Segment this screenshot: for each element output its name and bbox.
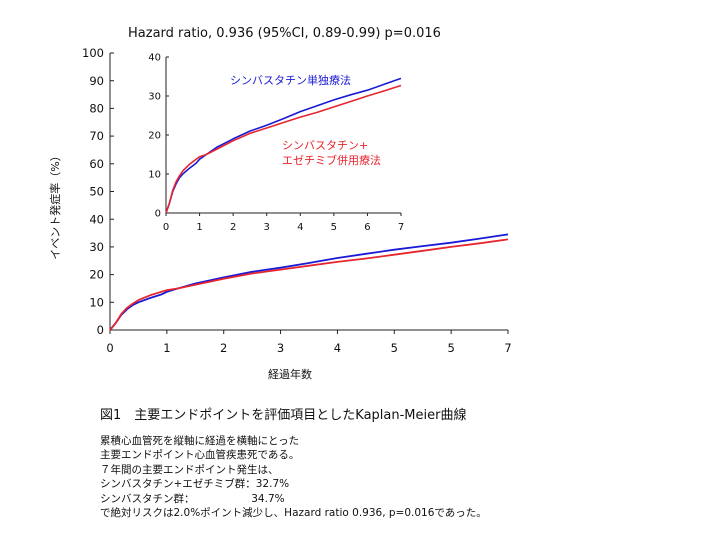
x-tick-label: 1 (196, 222, 202, 233)
simvastatin-ezetimibe-curve (109, 238, 509, 331)
figure-notes: 累積心血管死を縦軸に経過を横軸にとった 主要エンドポイント心血管疾患死である。 … (100, 434, 487, 520)
y-tick-label: 80 (89, 102, 104, 116)
x-tick-label: 7 (504, 341, 511, 355)
note-line: 主要エンドポイント心血管疾患死である。 (100, 449, 300, 462)
simvastatin-ezetimibe-curve (165, 84, 402, 214)
note-line: で絶対リスクは2.0%ポイント減少し、Hazard ratio 0.936, p… (100, 507, 487, 520)
simvastatin-curve (165, 77, 402, 214)
y-tick-label: 40 (148, 53, 161, 64)
x-tick-label: 5 (331, 222, 337, 233)
x-tick-label: 7 (398, 222, 404, 233)
y-tick-label: 100 (82, 46, 104, 60)
y-tick-label: 0 (155, 209, 161, 220)
x-tick-label: 6 (364, 222, 370, 233)
y-tick-label: 50 (89, 185, 104, 199)
y-tick-label: 10 (148, 170, 161, 181)
y-tick-label: 60 (89, 157, 104, 171)
inset-legend-combo-label-line1: シンバスタチン+ (282, 139, 368, 152)
x-tick-label: 3 (277, 341, 284, 355)
inset-legend-combo-label-line2: エゼチミブ併用療法 (282, 153, 381, 167)
y-tick-label: 90 (89, 74, 104, 88)
x-tick-label: 1 (163, 341, 170, 355)
inset-legend-simvastatin-label: シンバスタチン単独療法 (230, 73, 351, 87)
y-tick-label: 70 (89, 129, 104, 143)
note-line: 累積心血管死を縦軸に経過を横軸にとった (100, 435, 300, 447)
figure-caption: 図1 主要エンドポイントを評価項目としたKaplan-Meier曲線 (100, 408, 467, 423)
note-line: ７年間の主要エンドポイント発生は、 (100, 463, 279, 476)
x-tick-label: 0 (163, 222, 169, 233)
y-tick-label: 40 (89, 212, 104, 226)
note-line: シンバスタチン群： 34.7% (100, 492, 285, 505)
y-tick-label: 0 (97, 323, 104, 337)
y-tick-label: 20 (89, 268, 104, 282)
chart-title: Hazard ratio, 0.936 (95%CI, 0.89-0.99) p… (128, 26, 441, 41)
y-tick-label: 10 (89, 295, 104, 309)
x-tick-label: 5 (447, 341, 454, 355)
x-tick-label: 5 (391, 341, 398, 355)
y-tick-label: 30 (148, 92, 161, 103)
note-line: シンバスタチン+エゼチミブ群：32.7% (100, 478, 290, 491)
x-tick-label: 2 (220, 341, 227, 355)
inset-plot: 0 10 20 30 40 0 1 2 3 4 5 6 7 (148, 53, 404, 233)
x-tick-label: 4 (334, 341, 341, 355)
x-axis-label: 経過年数 (268, 367, 312, 381)
x-tick-label: 3 (264, 222, 270, 233)
x-tick-label: 4 (297, 222, 303, 233)
simvastatin-curve (109, 233, 509, 331)
y-tick-label: 20 (148, 131, 161, 142)
x-tick-label: 0 (106, 341, 113, 355)
y-tick-label: 30 (89, 240, 104, 254)
x-tick-label: 2 (230, 222, 236, 233)
y-axis-label: イベント発症率（%） (48, 150, 62, 259)
